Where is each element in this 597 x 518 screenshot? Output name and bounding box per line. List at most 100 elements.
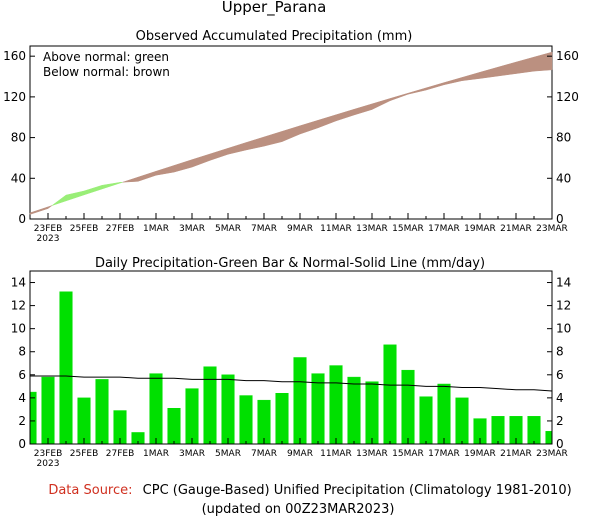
figure-title: Upper_Parana bbox=[222, 0, 327, 17]
y-tick-label-right: 12 bbox=[556, 299, 571, 313]
above-normal-segment bbox=[51, 194, 67, 206]
x-tick-label: 3MAR bbox=[179, 224, 205, 234]
x-tick-label: 21MAR bbox=[500, 224, 532, 234]
x-tick-label: 9MAR bbox=[287, 449, 313, 459]
daily-bar bbox=[95, 379, 109, 445]
daily-bars bbox=[29, 291, 553, 445]
daily-bar bbox=[437, 383, 451, 445]
y-tick-label-right: 120 bbox=[556, 90, 579, 104]
y-tick-label-right: 80 bbox=[556, 131, 571, 145]
below-normal-segment bbox=[407, 87, 427, 95]
x-tick-label: 17MAR bbox=[428, 224, 460, 234]
daily-bar bbox=[455, 397, 469, 445]
x-tick-label: 11MAR bbox=[320, 224, 352, 234]
daily-bar bbox=[41, 376, 55, 445]
x-tick-label: 23FEB bbox=[34, 449, 63, 459]
y-tick-label-left: 80 bbox=[11, 131, 26, 145]
daily-bar bbox=[257, 399, 271, 445]
y-tick-label-right: 0 bbox=[556, 212, 564, 226]
below-normal-segment bbox=[353, 103, 373, 116]
y-tick-label-right: 4 bbox=[556, 391, 564, 405]
x-tick-label: 17MAR bbox=[428, 449, 460, 459]
below-normal-segment bbox=[281, 125, 301, 143]
below-normal-segment bbox=[227, 142, 247, 155]
x-tick-label: 15MAR bbox=[392, 449, 424, 459]
y-tick-label-left: 0 bbox=[18, 437, 26, 451]
y-tick-label-left: 8 bbox=[18, 345, 26, 359]
x-tick-label: 27FEB bbox=[106, 449, 135, 459]
x-tick-label: 19MAR bbox=[464, 449, 496, 459]
x-tick-label: 25FEB bbox=[70, 449, 99, 459]
below-normal-segment bbox=[389, 92, 409, 102]
x-tick-label: 13MAR bbox=[356, 449, 388, 459]
daily-bar bbox=[239, 395, 253, 445]
daily-bar bbox=[419, 396, 433, 445]
daily-bar bbox=[29, 391, 37, 445]
updated-text: (updated on 00Z23MAR2023) bbox=[202, 502, 395, 517]
deviation-area bbox=[29, 51, 553, 215]
below-normal-segment bbox=[461, 71, 481, 81]
y-tick-label-left: 0 bbox=[18, 212, 26, 226]
data-source-line: Data Source: CPC (Gauge-Based) Unified P… bbox=[48, 483, 571, 498]
above-normal-segment bbox=[101, 182, 121, 190]
daily-bar bbox=[221, 374, 235, 445]
below-normal-segment bbox=[497, 61, 517, 77]
daily-bar bbox=[149, 373, 163, 445]
below-normal-segment bbox=[47, 205, 53, 210]
below-normal-segment bbox=[209, 147, 229, 161]
x-tick-label: 3MAR bbox=[179, 449, 205, 459]
y-tick-label-left: 40 bbox=[11, 171, 26, 185]
below-normal-segment bbox=[29, 206, 49, 215]
y-tick-label-left: 10 bbox=[11, 322, 26, 336]
daily-bar bbox=[293, 357, 307, 445]
x-tick-label: 7MAR bbox=[251, 224, 277, 234]
bottom-plot-frame bbox=[29, 270, 553, 445]
top-plot-frame bbox=[29, 45, 553, 220]
y-tick-label-right: 10 bbox=[556, 322, 571, 336]
daily-bar bbox=[311, 373, 325, 445]
y-tick-label-right: 0 bbox=[556, 437, 564, 451]
x-tick-label: 1MAR bbox=[143, 224, 169, 234]
daily-bar bbox=[383, 344, 397, 445]
below-normal-segment bbox=[371, 98, 391, 110]
y-tick-label-left: 120 bbox=[3, 90, 26, 104]
data-source-label: Data Source: bbox=[48, 483, 132, 498]
normal-line bbox=[30, 375, 553, 392]
x-tick-label: 9MAR bbox=[287, 224, 313, 234]
below-normal-segment bbox=[191, 153, 211, 168]
y-tick-label-left: 4 bbox=[18, 391, 26, 405]
legend-above-normal: Above normal: green bbox=[43, 50, 169, 64]
below-normal-segment bbox=[533, 51, 553, 72]
y-tick-label-left: 160 bbox=[3, 49, 26, 63]
below-normal-segment bbox=[263, 131, 283, 147]
below-normal-segment bbox=[245, 136, 265, 151]
daily-bar bbox=[77, 397, 91, 445]
x-tick-label: 1MAR bbox=[143, 449, 169, 459]
below-normal-segment bbox=[137, 170, 157, 182]
x-tick-label: 7MAR bbox=[251, 449, 277, 459]
legend-below-normal: Below normal: brown bbox=[43, 65, 170, 79]
top-chart-title: Observed Accumulated Precipitation (mm) bbox=[136, 29, 413, 44]
x-tick-label: 19MAR bbox=[464, 224, 496, 234]
daily-bar bbox=[491, 416, 505, 445]
y-tick-label-left: 6 bbox=[18, 368, 26, 382]
x-tick-label: 13MAR bbox=[356, 224, 388, 234]
daily-bar bbox=[275, 393, 289, 445]
below-normal-segment bbox=[443, 77, 463, 86]
x-tick-label: 5MAR bbox=[215, 449, 241, 459]
daily-bar bbox=[185, 388, 199, 445]
daily-bar bbox=[545, 431, 553, 445]
below-normal-segment bbox=[317, 114, 337, 129]
x-tick-label: 23MAR bbox=[536, 449, 568, 459]
x-tick-label: 25FEB bbox=[70, 224, 99, 234]
x-tick-label: 23FEB bbox=[34, 224, 63, 234]
below-normal-segment bbox=[173, 159, 193, 173]
y-tick-label-right: 6 bbox=[556, 368, 564, 382]
above-normal-segment bbox=[65, 190, 85, 202]
above-normal-segment bbox=[119, 181, 123, 184]
below-normal-segment bbox=[425, 82, 445, 91]
below-normal-segment bbox=[299, 119, 319, 135]
